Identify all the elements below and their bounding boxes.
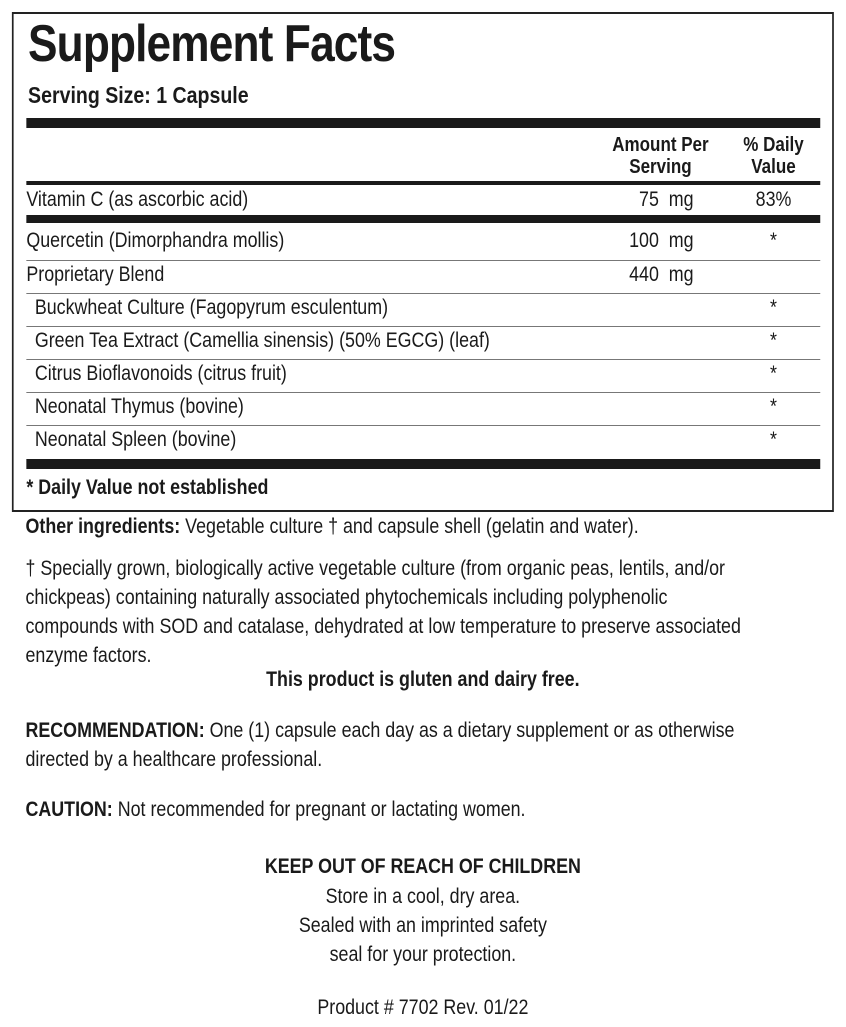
dagger-note-line: enzyme factors. [25,644,152,667]
other-ingredients-text: Vegetable culture † and capsule shell (g… [180,515,639,538]
caution-label: CAUTION: [25,798,113,821]
row-divider [26,425,821,426]
ingredient-name: Vitamin C (as ascorbic acid) [26,188,249,211]
header-daily-value: % Daily Value [731,134,816,178]
ingredient-amount: 75 mg [639,188,694,211]
divider-thick [26,459,821,469]
ingredient-daily-value: * [770,395,777,418]
dagger-note-line: † Specially grown, biologically active v… [25,557,725,580]
row-divider [26,260,821,261]
storage-line: Sealed with an imprinted safety [298,914,547,937]
row-divider [26,392,821,393]
divider-thick [26,118,821,128]
keep-out-warning: KEEP OUT OF REACH OF CHILDREN [264,855,581,878]
ingredient-amount: 440 mg [629,263,694,286]
other-ingredients: Other ingredients: Vegetable culture † a… [26,515,639,539]
ingredient-name: Neonatal Thymus (bovine) [34,395,244,418]
recommendation-text: directed by a healthcare professional. [25,748,323,771]
footnote: * Daily Value not established [26,476,269,499]
storage-line: Store in a cool, dry area. [325,885,521,908]
gluten-note: This product is gluten and dairy free. [266,668,580,691]
dagger-note-line: compounds with SOD and catalase, dehydra… [25,615,741,638]
caution: CAUTION: Not recommended for pregnant or… [26,798,526,822]
ingredient-name: Neonatal Spleen (bovine) [34,428,237,451]
storage-info: Store in a cool, dry area. Sealed with a… [0,882,846,969]
header-dv-line: % Daily [743,134,804,156]
product-number: Product # 7702 Rev. 01/22 [317,996,529,1019]
ingredient-daily-value: 83% [755,188,792,211]
row-divider [26,326,821,327]
other-ingredients-label: Other ingredients: [25,515,181,538]
ingredient-name: Quercetin (Dimorphandra mollis) [26,229,285,252]
ingredient-daily-value: * [770,296,777,319]
ingredient-name: Green Tea Extract (Camellia sinensis) (5… [34,329,490,352]
header-amount-line: Serving [629,156,692,178]
recommendation-text: One (1) capsule each day as a dietary su… [204,719,735,742]
ingredient-name: Citrus Bioflavonoids (citrus fruit) [34,362,287,385]
row-divider [26,293,821,294]
storage-line: seal for your protection. [329,943,517,966]
ingredient-daily-value: * [770,329,777,352]
header-amount: Amount Per Serving [605,134,716,178]
serving-size: Serving Size: 1 Capsule [28,82,249,108]
header-amount-line: Amount Per [612,134,709,156]
divider-thick [26,215,821,223]
recommendation: RECOMMENDATION: One (1) capsule each day… [26,716,735,774]
ingredient-daily-value: * [770,428,777,451]
ingredient-daily-value: * [770,362,777,385]
supplement-facts-panel [11,12,834,512]
row-divider [26,359,821,360]
header-dv-line: Value [751,156,796,178]
dagger-note-line: chickpeas) containing naturally associat… [25,586,668,609]
divider-medium [26,181,821,185]
caution-text: Not recommended for pregnant or lactatin… [112,798,526,821]
ingredient-amount: 100 mg [629,229,694,252]
dagger-note: † Specially grown, biologically active v… [26,554,741,670]
recommendation-label: RECOMMENDATION: [25,719,205,742]
ingredient-daily-value: * [770,229,777,252]
ingredient-name: Buckwheat Culture (Fagopyrum esculentum) [34,296,389,319]
panel-title: Supplement Facts [28,15,396,73]
ingredient-name: Proprietary Blend [26,263,165,286]
